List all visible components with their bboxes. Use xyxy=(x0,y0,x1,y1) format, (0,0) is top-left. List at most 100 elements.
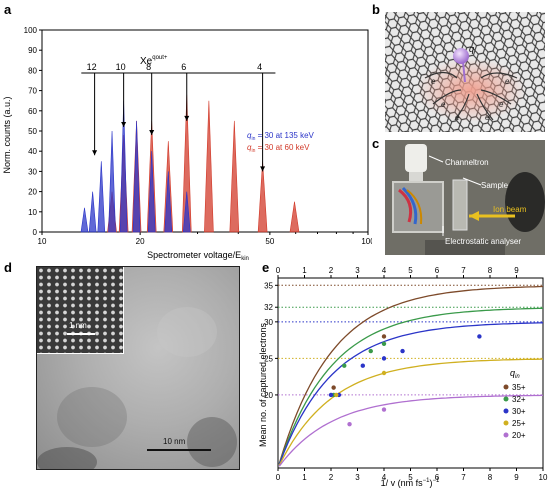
panel-e-top-tick-label: 9 xyxy=(514,266,519,275)
panel-e-top-tick-label: 4 xyxy=(382,266,387,275)
legend-title: qin xyxy=(510,368,520,380)
charge-label: 10 xyxy=(116,62,126,72)
panel-a-charge-arrows: 12 10 8 6 4 xyxy=(81,62,276,172)
charge-label: 6 xyxy=(181,62,186,72)
legend-marker-20+ xyxy=(503,432,509,438)
legend-marker-32+ xyxy=(503,396,509,402)
panel-e-ytick-label: 32 xyxy=(264,303,273,312)
panel-e-ylabel: Mean no. of captured electrons xyxy=(258,322,268,447)
data-point-20+ xyxy=(347,421,352,427)
label-electrostatic-analyser: Electrostatic analyser xyxy=(445,237,521,246)
charge-label: 4 xyxy=(257,62,262,72)
spectrum-peak-blue xyxy=(164,171,173,233)
panel-a-ytick-label: 0 xyxy=(33,228,38,237)
graphene-lattice: q e e e e e e xyxy=(385,12,545,132)
panel-e-ytick-label: 30 xyxy=(264,318,273,327)
label-e3: e xyxy=(455,113,460,122)
panel-e-ytick-label: 20 xyxy=(264,391,273,400)
panel-e-xtick-label: 3 xyxy=(355,473,360,482)
panel-e-xtick-label: 8 xyxy=(488,473,493,482)
panel-e-ytick-label: 35 xyxy=(264,281,273,290)
panel-e-top-tick-label: 3 xyxy=(355,266,360,275)
panel-a-ytick-label: 40 xyxy=(28,147,37,156)
fit-curve-32+ xyxy=(278,307,544,465)
label-e4: e xyxy=(505,77,510,86)
spectrum-peak-blue xyxy=(147,151,156,233)
inset-scale-bar xyxy=(67,333,95,335)
data-point-30+ xyxy=(328,392,334,398)
label-e2: e xyxy=(441,100,446,109)
panel-a-ytick-label: 10 xyxy=(28,208,37,217)
panel-a-xtick-label: 20 xyxy=(136,237,145,246)
panel-c-setup-photo: Channeltron Sample Ion beam Electrostati… xyxy=(385,140,545,255)
panel-a-ytick-label: 50 xyxy=(28,127,37,136)
data-point-32+ xyxy=(381,341,387,346)
legend-marker-25+ xyxy=(503,420,509,426)
label-e6: e xyxy=(485,113,490,122)
spectrum-peak-red xyxy=(204,100,214,233)
spectrum-peak-blue xyxy=(108,130,116,233)
spectrum-peak-blue xyxy=(80,207,89,233)
spectrum-peak-red xyxy=(257,161,268,233)
legend-label: 20+ xyxy=(512,431,526,440)
legend-label: 32+ xyxy=(512,395,526,404)
panel-a-xlabel: Spectrometer voltage/Ekin xyxy=(147,250,249,262)
charge-arrow-head xyxy=(121,121,127,127)
panel-a-ytick-label: 100 xyxy=(24,26,38,35)
panel-e-curves xyxy=(278,285,544,467)
panel-e-xtick-label: 4 xyxy=(382,473,387,482)
panel-a-peaks xyxy=(80,94,300,233)
data-point-30+ xyxy=(360,363,365,368)
panel-label-a: a xyxy=(4,2,12,17)
panel-e-xtick-label: 1 xyxy=(302,473,307,482)
panel-label-e: e xyxy=(262,260,270,275)
data-point-32+ xyxy=(342,363,347,368)
panel-a-ytick-label: 70 xyxy=(28,87,37,96)
fit-curve-35+ xyxy=(278,285,544,464)
panel-e-points xyxy=(328,334,482,427)
charge-arrow-head xyxy=(149,130,155,136)
panel-e-top-tick-label: 8 xyxy=(488,266,493,275)
panel-e-xtick-label: 6 xyxy=(435,473,440,482)
tem-inset-lattice: 1 nm xyxy=(37,267,124,354)
label-channeltron: Channeltron xyxy=(445,158,489,167)
setup-drawing: Channeltron Sample Ion beam Electrostati… xyxy=(385,140,545,255)
legend-label: 25+ xyxy=(512,419,526,428)
panel-a-ytick-label: 30 xyxy=(28,167,37,176)
panel-e-xtick-label: 2 xyxy=(329,473,334,482)
panel-e-xtick-label: 5 xyxy=(408,473,413,482)
legend-marker-30+ xyxy=(503,408,509,414)
panel-e-top-tick-label: 1 xyxy=(302,266,307,275)
data-point-35+ xyxy=(331,385,336,390)
fit-curve-30+ xyxy=(278,322,544,465)
data-point-30+ xyxy=(400,348,405,354)
charge-label: 8 xyxy=(146,62,151,72)
label-sample: Sample xyxy=(481,181,509,190)
data-point-25+ xyxy=(334,392,339,398)
panel-a-ytick-label: 80 xyxy=(28,66,37,75)
panel-e-axes: 0 1 2 3 4 5 6 7 8 9 10 0 1 2 3 4 5 6 7 8 9 35 32 30 25 20 xyxy=(264,266,548,482)
panel-e-xtick-label: 9 xyxy=(514,473,519,482)
panel-a-xtick-label: 100 xyxy=(361,237,372,246)
panel-e-xtick-label: 10 xyxy=(539,473,548,482)
spectrum-peak-blue xyxy=(182,191,191,233)
fit-curve-20+ xyxy=(278,394,544,467)
panel-a-title: Xeqout+ xyxy=(140,55,168,67)
spectrum-peak-blue xyxy=(88,191,97,233)
channeltron-body xyxy=(405,144,427,172)
panel-e-xtick-label: 0 xyxy=(276,473,281,482)
scale-bar xyxy=(147,449,211,451)
data-point-30+ xyxy=(477,334,482,339)
ion-sphere xyxy=(453,48,469,64)
spectrum-peak-red xyxy=(289,201,300,233)
panel-e-chart: 0 1 2 3 4 5 6 7 8 9 10 0 1 2 3 4 5 6 7 8 9 35 32 30 25 20 qin 35+ 3… xyxy=(258,266,548,488)
label-q: q xyxy=(469,44,474,54)
panel-a-chart: 0102030405060708090100102050100 1210864 … xyxy=(2,26,372,262)
charge-arrow-head xyxy=(184,115,190,121)
data-point-25+ xyxy=(381,370,387,376)
data-point-35+ xyxy=(381,334,387,339)
panel-a-axes: 0102030405060708090100102050100 xyxy=(24,26,372,246)
label-ion-beam: Ion beam xyxy=(493,205,527,214)
spectrum-peak-blue xyxy=(97,161,106,233)
legend-marker-35+ xyxy=(503,384,509,390)
